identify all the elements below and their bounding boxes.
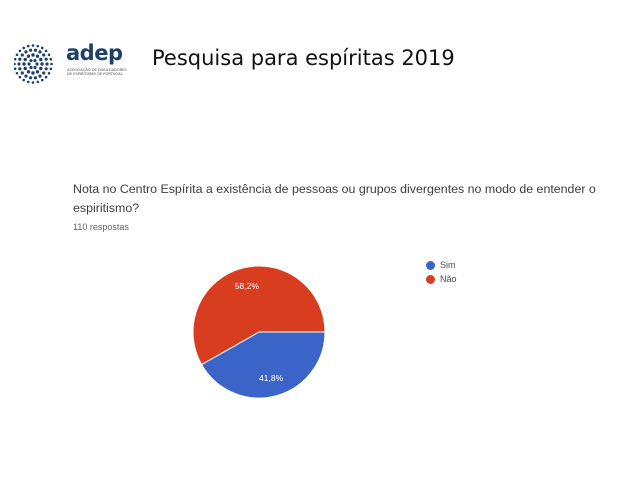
logo-dot xyxy=(36,44,40,48)
pie-slice-nao xyxy=(192,265,326,366)
logo-dot xyxy=(33,48,38,52)
chart-legend: Sim Não xyxy=(426,258,457,286)
pie-label-nao: 58,2% xyxy=(235,281,260,291)
logo-dot xyxy=(42,53,46,57)
logo-dot xyxy=(24,50,28,54)
logo-dot xyxy=(14,62,16,66)
legend-item-nao: Não xyxy=(426,272,457,286)
logo-dot xyxy=(28,48,33,52)
logo-dot xyxy=(27,62,31,66)
logo-dot xyxy=(39,57,43,62)
pie-slice-sim xyxy=(200,331,326,399)
logo-dot xyxy=(26,80,30,84)
legend-label-nao: Não xyxy=(440,274,457,284)
logo-dot xyxy=(15,71,19,75)
logo-dot xyxy=(49,57,53,61)
logo-dot xyxy=(23,57,27,62)
logo-dot xyxy=(22,46,26,50)
question-text: Nota no Centro Espírita a existência de … xyxy=(73,182,596,215)
logo-dot xyxy=(22,62,26,66)
logo-dot xyxy=(15,53,19,57)
logo-subtitle: Associação de Divulgadores de Espiritism… xyxy=(67,68,127,77)
logo-dot xyxy=(45,62,49,66)
logo-dot xyxy=(31,53,35,57)
logo-dot xyxy=(49,67,53,71)
logo-dot xyxy=(26,44,30,48)
logo-dot xyxy=(33,65,37,70)
logo-dot xyxy=(31,44,35,47)
logo-dot xyxy=(26,70,31,74)
logo-dot xyxy=(38,50,42,54)
logo-dot xyxy=(44,57,48,61)
legend-item-sim: Sim xyxy=(426,258,457,272)
logo-dot xyxy=(33,76,38,80)
dots-globe-icon xyxy=(14,44,53,84)
legend-swatch-sim xyxy=(426,260,435,270)
logo-dot xyxy=(18,75,22,79)
logo-dot xyxy=(14,57,17,61)
logo-dot xyxy=(38,74,42,78)
logo-wordmark: adep xyxy=(66,41,123,65)
logo-dot xyxy=(40,46,44,50)
logo-dot xyxy=(35,70,40,74)
legend-label-sim: Sim xyxy=(440,260,456,270)
adep-logo: adep Associação de Divulgadores de Espir… xyxy=(14,40,127,86)
logo-dot xyxy=(14,67,17,71)
logo-dot xyxy=(29,65,33,70)
logo-dot xyxy=(44,75,48,79)
legend-swatch-nao xyxy=(426,274,435,284)
logo-dot xyxy=(35,62,39,66)
pie-label-sim: 41,8% xyxy=(259,373,284,383)
logo-dot xyxy=(29,58,33,63)
logo-dot xyxy=(26,54,31,58)
logo-dot xyxy=(44,67,48,71)
logo-dot xyxy=(17,62,21,66)
logo-dot xyxy=(47,53,51,57)
logo-dot xyxy=(23,66,27,71)
logo-dot xyxy=(20,71,24,75)
logo-dot xyxy=(31,71,35,75)
logo-dot xyxy=(40,78,44,82)
logo-dot xyxy=(20,53,24,57)
logo-dot xyxy=(22,78,26,82)
logo-dot xyxy=(35,54,40,58)
logo-dot xyxy=(18,49,22,53)
logo-dot xyxy=(18,67,22,71)
logo-dot xyxy=(42,71,46,75)
logo-dot xyxy=(50,62,53,66)
logo-dot xyxy=(18,57,22,61)
logo-dot xyxy=(36,80,40,84)
logo-dot xyxy=(31,81,35,84)
responses-count: 110 respostas xyxy=(73,222,129,232)
logo-dot xyxy=(33,58,37,63)
logo-dot xyxy=(40,62,44,66)
logo-dot xyxy=(28,76,33,80)
slide-title: Pesquisa para espíritas 2019 xyxy=(152,46,455,70)
logo-dot xyxy=(47,71,51,75)
logo-dot xyxy=(44,49,48,53)
logo-dot xyxy=(39,66,43,71)
logo-dot xyxy=(24,74,28,78)
